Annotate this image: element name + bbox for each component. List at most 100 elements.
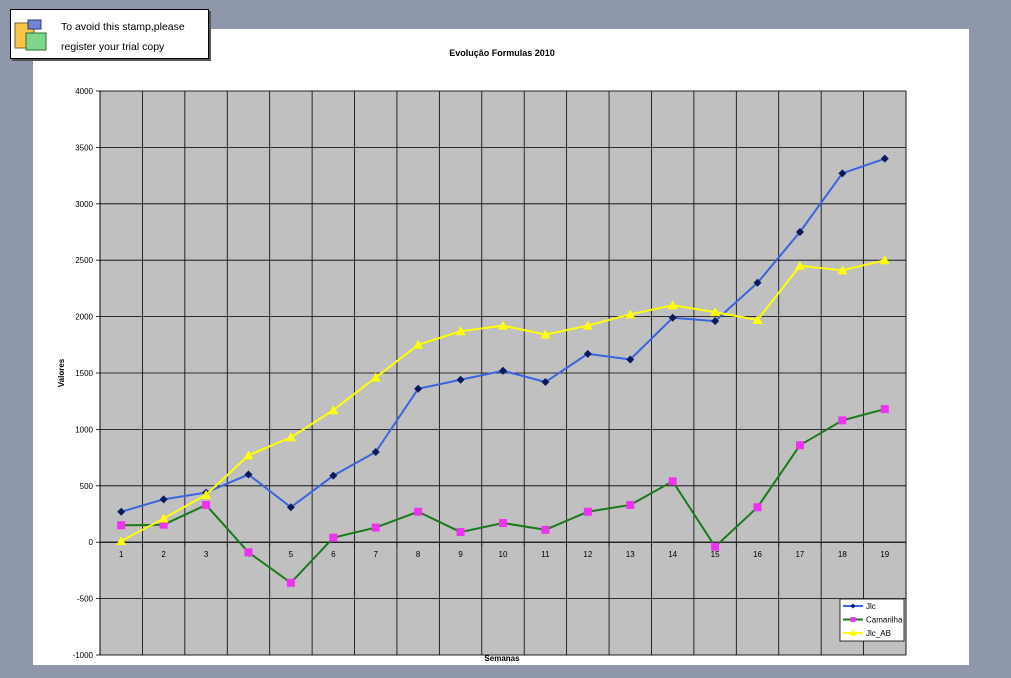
data-point: [286, 578, 295, 587]
y-tick-label: 1000: [75, 425, 93, 434]
gridlines: [99, 90, 907, 656]
data-point: [202, 500, 211, 509]
trial-stamp: To avoid this stamp,please register your…: [10, 9, 209, 59]
data-point: [499, 366, 507, 375]
legend-swatch-marker: [850, 617, 856, 622]
stamp-text-line2: register your trial copy: [61, 41, 165, 53]
data-point: [370, 372, 381, 382]
data-point: [456, 375, 465, 384]
x-tick-label: 11: [541, 550, 550, 559]
data-point: [795, 228, 804, 236]
y-tick-label: 500: [80, 482, 94, 491]
data-point: [668, 313, 677, 322]
legend-label: Jlc_AB: [866, 629, 891, 638]
x-tick-label: 3: [204, 550, 209, 559]
data-point: [159, 520, 168, 529]
data-point: [753, 278, 762, 287]
data-point: [499, 519, 507, 528]
data-point: [711, 542, 720, 551]
x-tick-label: 6: [331, 550, 336, 559]
y-axis-label: Valores: [57, 358, 66, 387]
data-point: [328, 405, 339, 415]
x-tick-label: 7: [374, 550, 379, 559]
data-point: [837, 265, 848, 275]
data-point: [371, 447, 380, 456]
legend-label: Camarilha: [866, 616, 903, 625]
trial-stamp-icon: [14, 19, 47, 51]
y-tick-label: 2500: [75, 256, 93, 265]
data-point: [879, 255, 890, 265]
x-tick-label: 16: [753, 550, 762, 559]
chart-title: Evolução Formulas 2010: [449, 48, 555, 58]
data-point: [838, 169, 847, 178]
data-point: [583, 349, 592, 358]
x-tick-label: 8: [416, 550, 421, 559]
data-point: [414, 384, 423, 393]
data-point: [794, 260, 805, 270]
data-point: [625, 309, 636, 319]
data-point: [117, 507, 126, 516]
data-point: [626, 355, 635, 364]
data-point: [667, 300, 678, 310]
data-point: [626, 500, 635, 509]
y-tick-label: -1000: [73, 651, 94, 660]
legend-swatch-marker: [849, 629, 857, 636]
y-tick-label: 2000: [75, 313, 93, 322]
x-tick-label: 10: [499, 550, 508, 559]
x-tick-label: 2: [161, 550, 166, 559]
data-point: [498, 320, 508, 330]
legend-item: Jlc: [843, 602, 876, 611]
data-point: [583, 507, 592, 516]
data-point: [371, 523, 380, 532]
x-tick-label: 9: [458, 550, 463, 559]
data-point: [795, 441, 804, 450]
chart-sheet: Evolução Formulas 2010 -1000 -500 0 500 1000…: [33, 29, 969, 665]
y-tick-label: 1500: [75, 369, 93, 378]
series-jlc_ab: [116, 255, 890, 546]
series-jlc: [117, 154, 889, 516]
data-point: [285, 432, 296, 442]
data-point: [243, 450, 254, 460]
data-point: [880, 405, 889, 414]
y-tick-label: -500: [77, 595, 94, 604]
stamp-text-line1: To avoid this stamp,please: [61, 21, 185, 33]
y-tick-label: 4000: [75, 87, 93, 96]
legend-item: Jlc_AB: [843, 629, 891, 638]
x-tick-label: 14: [668, 550, 677, 559]
x-tick-label: 13: [626, 550, 635, 559]
data-point: [329, 533, 338, 542]
x-tick-label: 15: [711, 550, 720, 559]
data-point: [880, 154, 889, 163]
data-point: [413, 339, 424, 349]
data-point: [286, 503, 295, 512]
x-tick-label: 12: [583, 550, 592, 559]
data-point: [159, 495, 168, 504]
x-tick-label: 18: [838, 550, 847, 559]
data-point: [414, 507, 423, 516]
data-point: [158, 513, 169, 523]
data-point: [541, 378, 550, 387]
data-point: [116, 536, 127, 546]
data-point: [329, 471, 338, 480]
y-tick-label: 3500: [75, 143, 93, 152]
chart-svg: Evolução Formulas 2010 -1000 -500 0 500 1000…: [57, 48, 907, 663]
data-point: [456, 528, 465, 537]
data-point: [455, 326, 466, 336]
data-point: [244, 548, 253, 557]
data-point: [752, 314, 763, 324]
series-camarilha: [117, 405, 889, 587]
x-tick-label: 17: [795, 550, 804, 559]
y-tick-label: 3000: [75, 200, 93, 209]
x-axis-label: Semanas: [484, 654, 520, 663]
data-point: [541, 525, 550, 534]
data-point: [117, 521, 126, 530]
data-point: [244, 470, 253, 479]
data-point: [838, 416, 847, 425]
data-point: [710, 307, 721, 317]
legend-label: Jlc: [866, 602, 876, 611]
x-tick-label: 19: [880, 550, 889, 559]
data-point: [711, 317, 720, 326]
data-point: [201, 489, 212, 499]
axes: -1000 -500 0 500 1000 1500 2000 2500 3000 3500 400…: [73, 87, 906, 660]
legend: Jlc Camarilha Jlc_AB: [839, 598, 905, 642]
